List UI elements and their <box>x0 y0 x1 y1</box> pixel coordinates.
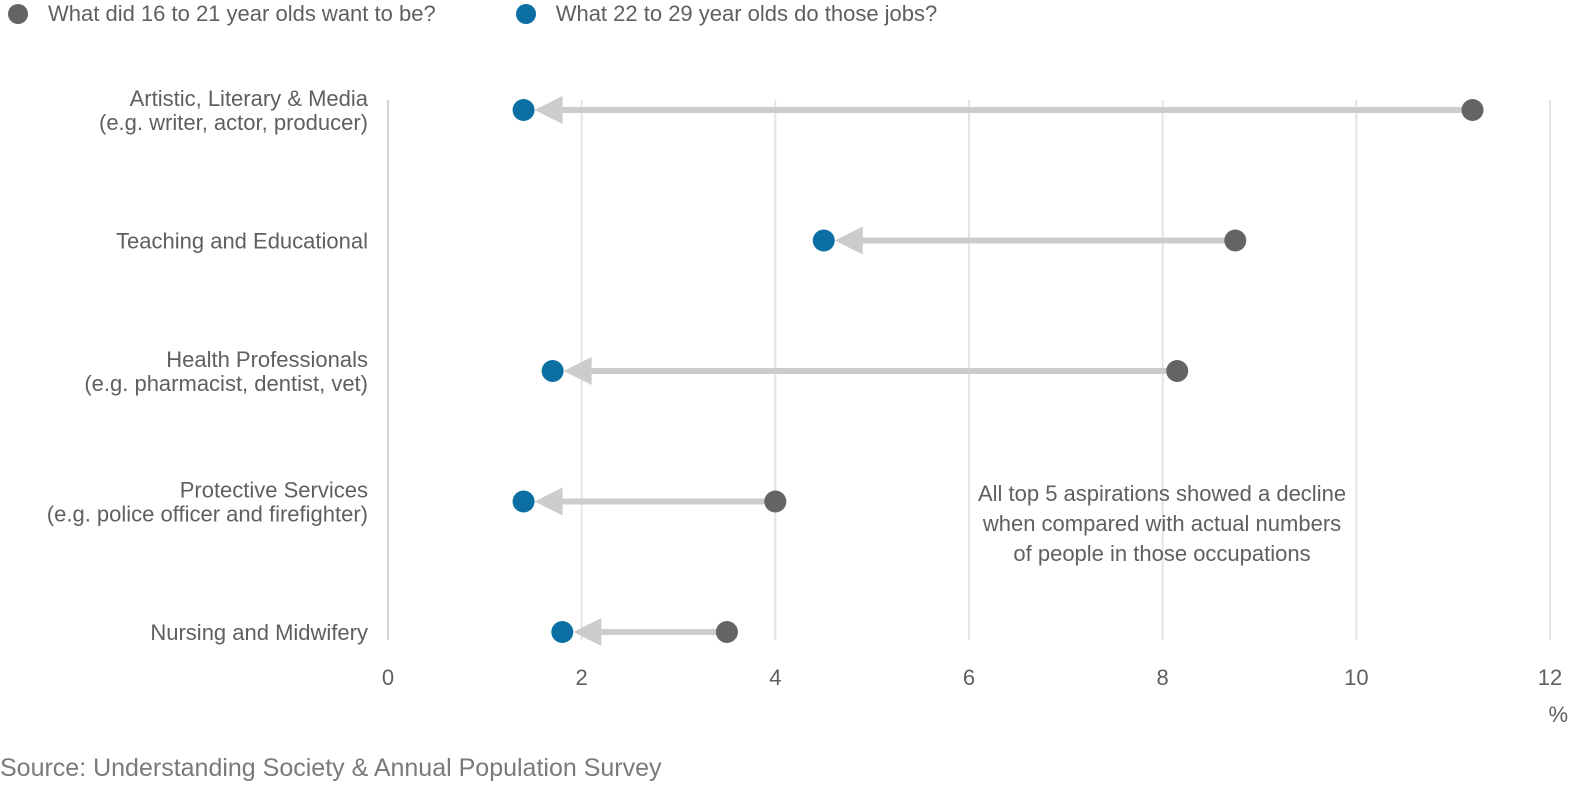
arrow-head-1 <box>834 226 863 255</box>
annotation-line-1: when compared with actual numbers <box>982 511 1341 536</box>
x-tick-label-10: 10 <box>1344 665 1368 690</box>
source-note: Source: Understanding Society & Annual P… <box>0 754 662 782</box>
legend-item-aspired: What did 16 to 21 year olds want to be? <box>0 1 436 27</box>
x-tick-label-4: 4 <box>769 665 781 690</box>
dot-actual-0 <box>512 99 535 121</box>
x-tick-label-2: 2 <box>576 665 588 690</box>
dot-aspired-4 <box>715 621 738 643</box>
dumbbell-chart: 0 2 4 6 8 10 12%Artistic, Literary & Media(e.g… <box>47 86 1568 727</box>
dot-actual-2 <box>541 360 564 382</box>
category-label-1-0: Teaching and Educational <box>116 229 368 254</box>
category-label-2-1: (e.g. pharmacist, dentist, vet) <box>84 371 368 396</box>
legend-item-actual: What 22 to 29 year olds do those jobs? <box>508 1 938 27</box>
legend-label-aspired: What did 16 to 21 year olds want to be? <box>48 1 436 26</box>
x-tick-label-8: 8 <box>1157 665 1169 690</box>
legend-dot-actual <box>515 4 536 24</box>
annotation-line-2: of people in those occupations <box>1013 541 1310 566</box>
dot-aspired-2 <box>1166 360 1189 382</box>
arrow-head-4 <box>573 618 602 646</box>
category-label-2-0: Health Professionals <box>166 347 368 372</box>
category-label-3-1: (e.g. police officer and firefighter) <box>47 502 368 527</box>
annotation-line-0: All top 5 aspirations showed a decline <box>978 481 1346 506</box>
dot-aspired-1 <box>1224 229 1247 252</box>
category-label-0-1: (e.g. writer, actor, producer) <box>99 110 368 135</box>
dot-actual-4 <box>551 621 574 643</box>
dot-actual-3 <box>512 490 535 513</box>
category-label-3-0: Protective Services <box>180 478 368 503</box>
x-unit-label: % <box>1548 702 1568 727</box>
category-label-4-0: Nursing and Midwifery <box>150 620 368 645</box>
legend-label-actual: What 22 to 29 year olds do those jobs? <box>555 1 938 26</box>
arrow-head-0 <box>534 96 563 124</box>
dot-aspired-3 <box>764 490 787 513</box>
arrow-head-3 <box>534 487 563 516</box>
x-tick-label-12: 12 <box>1538 665 1562 690</box>
legend: What did 16 to 21 year olds want to be? … <box>0 0 1009 28</box>
category-label-0-0: Artistic, Literary & Media <box>130 86 369 111</box>
dot-actual-1 <box>812 229 835 252</box>
x-tick-label-6: 6 <box>963 665 975 690</box>
arrow-head-2 <box>563 357 592 385</box>
x-tick-label-0: 0 <box>382 665 394 690</box>
legend-dot-aspired <box>8 4 28 24</box>
dot-aspired-0 <box>1461 99 1484 121</box>
